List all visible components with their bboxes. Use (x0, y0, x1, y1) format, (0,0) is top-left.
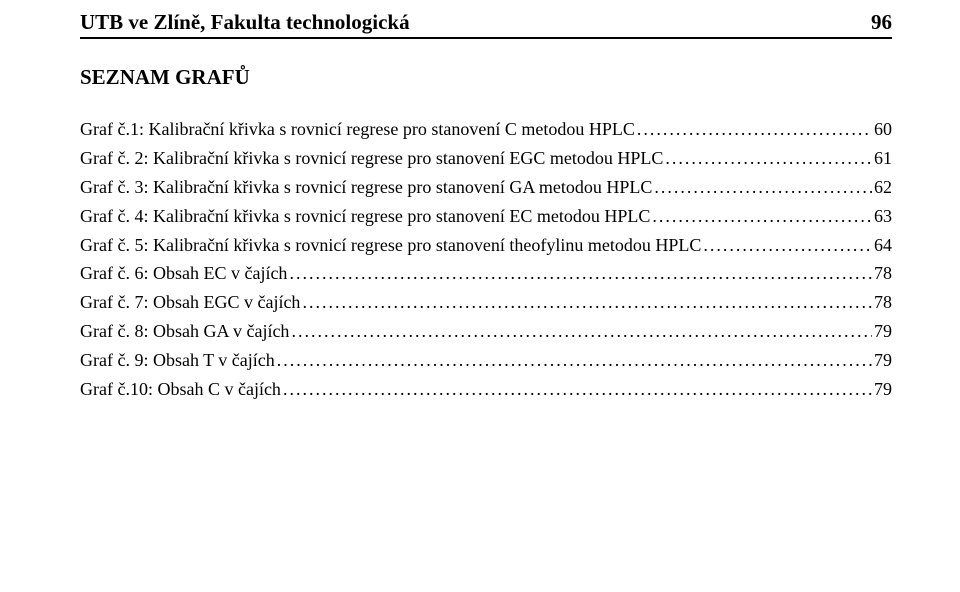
toc-dots (635, 120, 872, 139)
toc-entry: Graf č. 6: Obsah EC v čajích 78 (80, 264, 892, 283)
toc-page: 63 (872, 207, 892, 226)
toc-page: 78 (872, 293, 892, 312)
toc-text: Graf č. 2: Kalibrační křivka s rovnicí r… (80, 149, 663, 168)
toc-entry: Graf č.1: Kalibrační křivka s rovnicí re… (80, 120, 892, 139)
header-page-number: 96 (871, 10, 892, 35)
toc-entry: Graf č.10: Obsah C v čajích 79 (80, 380, 892, 399)
toc-dots (652, 178, 872, 197)
toc-text: Graf č. 5: Kalibrační křivka s rovnicí r… (80, 236, 701, 255)
toc-dots (663, 149, 872, 168)
toc-list: Graf č.1: Kalibrační křivka s rovnicí re… (80, 120, 892, 399)
toc-dots (281, 380, 872, 399)
toc-entry: Graf č. 8: Obsah GA v čajích 79 (80, 322, 892, 341)
toc-text: Graf č. 3: Kalibrační křivka s rovnicí r… (80, 178, 652, 197)
toc-page: 61 (872, 149, 892, 168)
toc-dots (701, 236, 872, 255)
toc-page: 64 (872, 236, 892, 255)
toc-page: 79 (872, 322, 892, 341)
toc-page: 78 (872, 264, 892, 283)
toc-entry: Graf č. 3: Kalibrační křivka s rovnicí r… (80, 178, 892, 197)
toc-page: 79 (872, 351, 892, 370)
toc-page: 79 (872, 380, 892, 399)
toc-entry: Graf č. 7: Obsah EGC v čajích 78 (80, 293, 892, 312)
toc-text: Graf č. 6: Obsah EC v čajích (80, 264, 287, 283)
toc-dots (300, 293, 872, 312)
toc-entry: Graf č. 5: Kalibrační křivka s rovnicí r… (80, 236, 892, 255)
toc-dots (287, 264, 872, 283)
toc-text: Graf č. 8: Obsah GA v čajích (80, 322, 289, 341)
toc-text: Graf č. 7: Obsah EGC v čajích (80, 293, 300, 312)
toc-dots (289, 322, 872, 341)
page-header: UTB ve Zlíně, Fakulta technologická 96 (80, 10, 892, 37)
header-rule (80, 37, 892, 39)
toc-text: Graf č.1: Kalibrační křivka s rovnicí re… (80, 120, 635, 139)
toc-dots (275, 351, 872, 370)
section-title: SEZNAM GRAFŮ (80, 65, 892, 90)
header-left: UTB ve Zlíně, Fakulta technologická (80, 10, 410, 35)
toc-page: 62 (872, 178, 892, 197)
toc-text: Graf č. 4: Kalibrační křivka s rovnicí r… (80, 207, 650, 226)
toc-page: 60 (872, 120, 892, 139)
toc-dots (650, 207, 872, 226)
toc-entry: Graf č. 4: Kalibrační křivka s rovnicí r… (80, 207, 892, 226)
toc-entry: Graf č. 2: Kalibrační křivka s rovnicí r… (80, 149, 892, 168)
page: UTB ve Zlíně, Fakulta technologická 96 S… (0, 0, 960, 592)
toc-entry: Graf č. 9: Obsah T v čajích 79 (80, 351, 892, 370)
toc-text: Graf č.10: Obsah C v čajích (80, 380, 281, 399)
toc-text: Graf č. 9: Obsah T v čajích (80, 351, 275, 370)
